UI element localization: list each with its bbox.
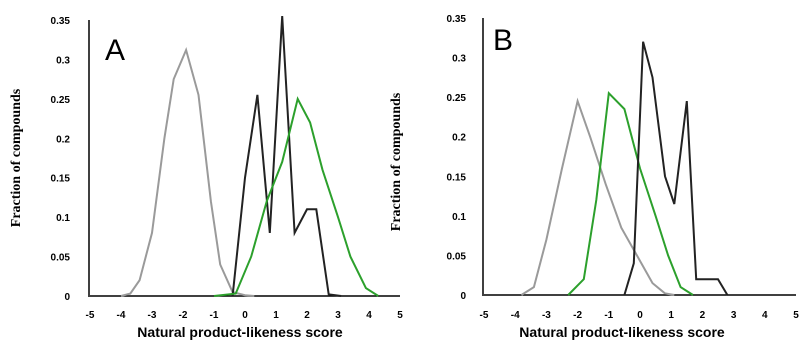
panel-a-y-tick-label: 0.35	[51, 16, 71, 27]
panel-a-x-tick-labels: -5 -4 -3 -2 -1 0 1 2 3 4 5	[86, 310, 404, 321]
panel-a-y-tick-label: 0.15	[51, 174, 71, 185]
panel-b-y-tick-label: 0.15	[447, 172, 467, 183]
panel-b-y-axis-title: Fraction of compounds	[389, 92, 404, 231]
panel-a-x-tick-label: 4	[366, 310, 372, 321]
panel-b-y-tick-label: 0.1	[452, 212, 466, 223]
panel-b-x-tick-label: -2	[573, 310, 582, 321]
panel-a-x-axis-title: Natural product-likeness score	[137, 324, 343, 340]
panel-a-y-tick-label: 0	[64, 292, 70, 303]
panel-b-y-tick-labels: 0 0.05 0.1 0.15 0.2 0.25 0.3 0.35	[447, 14, 467, 302]
panel-b-x-tick-label: -5	[480, 310, 489, 321]
panel-a-y-tick-label: 0.05	[51, 253, 71, 264]
panel-b-x-tick-label: -3	[542, 310, 551, 321]
panel-b-y-tick-label: 0.05	[447, 251, 467, 262]
panel-a-series-line-3	[213, 96, 379, 297]
panel-a-x-tick-label: -5	[86, 310, 95, 321]
panel-b-series-line-1	[520, 97, 675, 296]
panel-a-x-tick-label: -3	[148, 310, 157, 321]
panel-a-x-tick-label: 1	[273, 310, 279, 321]
panel-b-letter: B	[493, 24, 513, 57]
panel-a-x-tick-label: 0	[242, 310, 248, 321]
panel-a-x-tick-label: -2	[179, 310, 188, 321]
panel-b-series	[520, 41, 729, 296]
panel-b-y-tick-label: 0.35	[447, 14, 467, 25]
panel-b-x-tick-label: 1	[668, 310, 674, 321]
panel-b-x-tick-label: 2	[700, 310, 706, 321]
panel-a-x-tick-label: 5	[397, 310, 403, 321]
panel-b-x-tick-label: -1	[604, 310, 613, 321]
panel-b-y-tick-label: 0.25	[447, 93, 467, 104]
panel-b-series-line-3	[623, 41, 729, 296]
panel-a-letter: A	[105, 34, 125, 67]
panel-a-y-tick-label: 0.1	[56, 213, 70, 224]
panel-b-series-line-2	[567, 91, 694, 296]
panel-a-x-tick-label: 3	[335, 310, 341, 321]
panel-a-x-tick-label: -1	[210, 310, 219, 321]
panel-b-x-tick-label: -4	[511, 310, 520, 321]
panel-a-y-tick-label: 0.25	[51, 95, 71, 106]
panel-a-y-tick-label: 0.2	[56, 134, 70, 145]
panel-a-x-tick-label: -4	[117, 310, 126, 321]
panel-a-series-line-2	[231, 16, 342, 297]
panel-a-y-tick-label: 0.3	[56, 55, 70, 66]
panel-a-x-tick-label: 2	[304, 310, 310, 321]
panel-b-y-tick-label: 0	[460, 291, 466, 302]
panel-b-y-tick-label: 0.2	[452, 133, 466, 144]
panel-a: A Fraction of compounds Natural product-…	[9, 16, 403, 340]
panel-b-x-tick-label: 0	[637, 310, 643, 321]
panel-a-series-line-1	[120, 46, 255, 297]
panel-a-y-tick-labels: 0 0.05 0.1 0.15 0.2 0.25 0.3 0.35	[51, 16, 71, 303]
panel-a-y-axis-title: Fraction of compounds	[9, 88, 24, 227]
panel-b-x-axis-title: Natural product-likeness score	[519, 324, 725, 340]
panel-b-x-tick-label: 4	[762, 310, 768, 321]
panel-b: B Fraction of compounds Natural product-…	[389, 14, 799, 340]
panel-b-x-tick-labels: -5 -4 -3 -2 -1 0 1 2 3 4 5	[480, 310, 800, 321]
panel-b-y-tick-label: 0.3	[452, 54, 466, 65]
panel-b-x-tick-label: 3	[731, 310, 737, 321]
panel-b-x-tick-label: 5	[793, 310, 799, 321]
panel-a-series	[120, 16, 379, 297]
